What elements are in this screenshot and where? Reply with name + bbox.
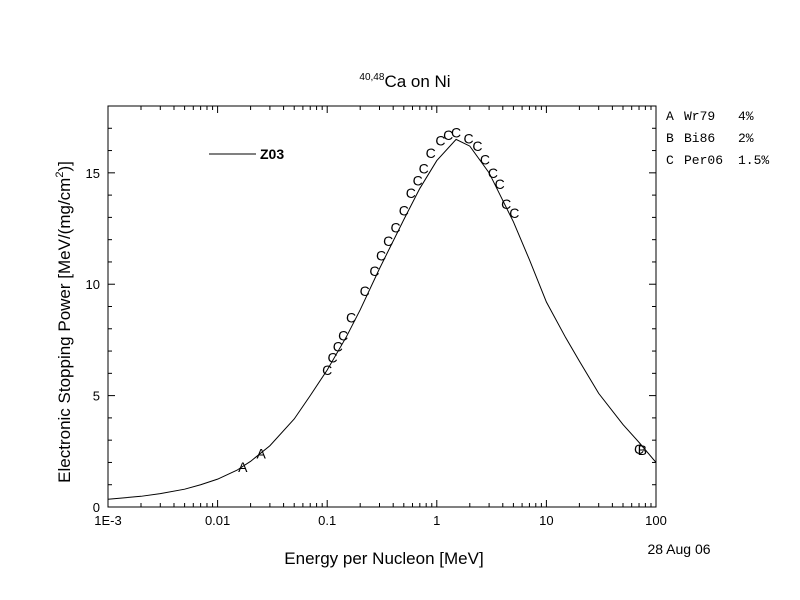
data-marker-c: C <box>443 127 453 143</box>
y-tick-label: 15 <box>86 166 100 181</box>
data-marker-a: A <box>238 459 248 475</box>
dataset-legend-key: C <box>666 153 674 168</box>
data-marker-c: C <box>369 263 379 279</box>
data-marker-a: A <box>257 446 267 462</box>
x-axis-label: Energy per Nucleon [MeV] <box>284 549 483 568</box>
data-marker-c: C <box>435 133 445 149</box>
data-marker-c: C <box>634 441 644 457</box>
axis-ticks <box>107 106 657 508</box>
data-marker-c: C <box>501 196 511 212</box>
dataset-legend: A Wr79 4% B Bi86 2% C Per06 1.5% <box>666 109 769 168</box>
x-tick-label: 0.1 <box>318 513 336 528</box>
legend-line-label: Z03 <box>260 146 284 162</box>
data-marker-c: C <box>480 151 490 167</box>
dataset-legend-key: B <box>666 131 674 146</box>
dataset-legend-uncertainty: 1.5% <box>738 153 769 168</box>
x-tick-label: 1E-3 <box>94 513 121 528</box>
y-tick-label: 10 <box>86 277 100 292</box>
data-marker-c: C <box>472 138 482 154</box>
plot-frame <box>107 105 657 508</box>
data-marker-c: C <box>322 362 332 378</box>
data-marker-c: C <box>451 125 461 141</box>
data-marker-c: C <box>333 339 343 355</box>
axis-tick-labels: 1E-3 0.01 0.1 1 10 100 0 5 10 15 <box>86 166 667 528</box>
dataset-legend-uncertainty: 4% <box>738 109 754 124</box>
x-tick-label: 10 <box>539 513 553 528</box>
y-axis-label-superscript: 2 <box>54 172 66 178</box>
data-marker-c: C <box>426 145 436 161</box>
data-marker-c: C <box>419 160 429 176</box>
series-line-z03 <box>107 138 657 500</box>
y-axis-label-main: Electronic Stopping Power [MeV/(mg/cm <box>55 178 74 483</box>
data-marker-c: C <box>406 185 416 201</box>
data-marker-c: C <box>399 203 409 219</box>
data-marker-c: C <box>338 327 348 343</box>
data-marker-c: C <box>413 173 423 189</box>
data-marker-c: C <box>509 205 519 221</box>
chart-title-superscript: 40,48 <box>359 72 384 83</box>
data-marker-c: C <box>376 247 386 263</box>
data-marker-c: C <box>360 283 370 299</box>
dataset-legend-key: A <box>666 109 674 124</box>
dataset-legend-ref: Wr79 <box>684 109 715 124</box>
data-marker-c: C <box>390 219 400 235</box>
x-tick-label: 0.01 <box>205 513 230 528</box>
dataset-legend-entry: C Per06 1.5% <box>666 153 769 168</box>
x-tick-label: 1 <box>433 513 440 528</box>
dataset-legend-entry: B Bi86 2% <box>666 131 754 146</box>
data-marker-b: B <box>638 442 647 458</box>
data-marker-c: C <box>383 233 393 249</box>
y-axis-label: Electronic Stopping Power [MeV/(mg/cm2)] <box>54 161 74 483</box>
data-marker-c: C <box>495 176 505 192</box>
chart-title: 40,48Ca on Ni <box>359 72 450 91</box>
data-marker-c: C <box>488 165 498 181</box>
x-tick-label: 100 <box>645 513 667 528</box>
chart-title-main: Ca on Ni <box>384 72 450 91</box>
y-tick-label: 0 <box>93 500 100 515</box>
data-marker-c: C <box>328 350 338 366</box>
dataset-legend-ref: Bi86 <box>684 131 715 146</box>
dataset-legend-entry: A Wr79 4% <box>666 109 754 124</box>
y-axis-label-closing: )] <box>55 161 74 171</box>
dataset-legend-uncertainty: 2% <box>738 131 754 146</box>
data-marker-c: C <box>464 130 474 146</box>
dataset-legend-ref: Per06 <box>684 153 723 168</box>
date-stamp: 28 Aug 06 <box>647 541 710 557</box>
y-tick-label: 5 <box>93 389 100 404</box>
data-marker-c: C <box>346 310 356 326</box>
